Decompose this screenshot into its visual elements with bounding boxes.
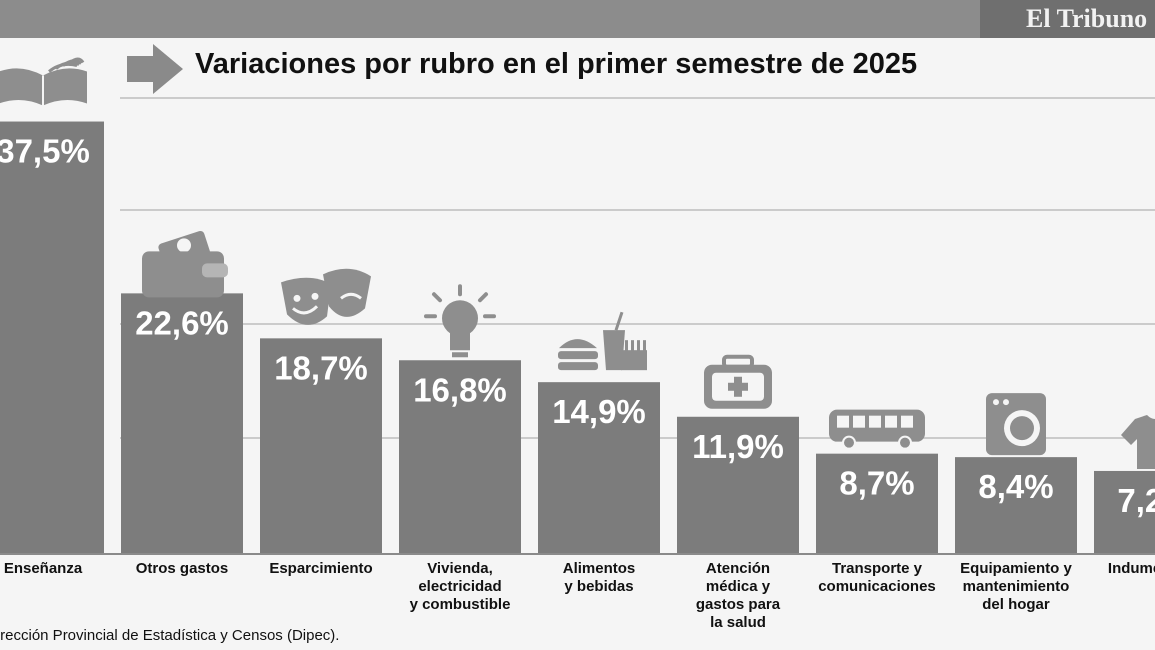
theater-masks-icon — [281, 268, 371, 325]
bar — [955, 457, 1077, 554]
category-label: Transporte y comunicaciones — [818, 560, 936, 595]
category-label: Indumentaria — [1108, 560, 1155, 577]
category-label: Esparcimiento — [269, 560, 372, 577]
brand-logo: El Tribuno — [980, 0, 1155, 38]
bar — [1094, 470, 1155, 554]
category-label: Alimentos y bebidas — [563, 560, 636, 595]
bar-value-label: 37,5% — [0, 133, 90, 170]
chart-title: Variaciones por rubro en el primer semes… — [195, 48, 918, 80]
bar-value-label: 22,6% — [135, 304, 229, 341]
bar-value-label: 16,8% — [413, 371, 507, 408]
washing-machine-icon — [986, 393, 1046, 456]
category-label: Atención médica y gastos para la salud — [696, 560, 781, 631]
bar-value-label: 11,9% — [692, 428, 784, 465]
title-arrow-icon — [127, 44, 183, 94]
book-icon — [0, 57, 87, 106]
bar — [677, 416, 799, 554]
bar-value-label: 8,4% — [978, 468, 1053, 505]
category-label: Equipamiento y mantenimiento del hogar — [960, 560, 1072, 613]
top-bar — [0, 0, 1155, 38]
bar — [0, 121, 104, 554]
category-label: Enseñanza — [4, 560, 83, 577]
bar — [816, 453, 938, 554]
bar — [538, 382, 660, 554]
food-icon — [558, 311, 647, 371]
category-label: Otros gastos — [136, 560, 229, 577]
bar — [399, 360, 521, 554]
bar — [121, 293, 243, 554]
source-note: Dirección Provincial de Estadística y Ce… — [0, 627, 340, 644]
shirt-icon — [1121, 414, 1155, 469]
bus-icon — [829, 409, 925, 450]
bar-value-label: 8,7% — [839, 465, 914, 502]
bar — [260, 338, 382, 554]
bar-value-label: 18,7% — [274, 349, 368, 386]
category-label: Vivienda, electricidad y combustible — [410, 560, 511, 613]
wallet-icon — [142, 230, 228, 298]
first-aid-kit-icon — [704, 354, 772, 409]
light-bulb-icon — [424, 284, 496, 358]
bar-value-label: 7,2% — [1117, 482, 1155, 519]
bar-value-label: 14,9% — [552, 393, 646, 430]
